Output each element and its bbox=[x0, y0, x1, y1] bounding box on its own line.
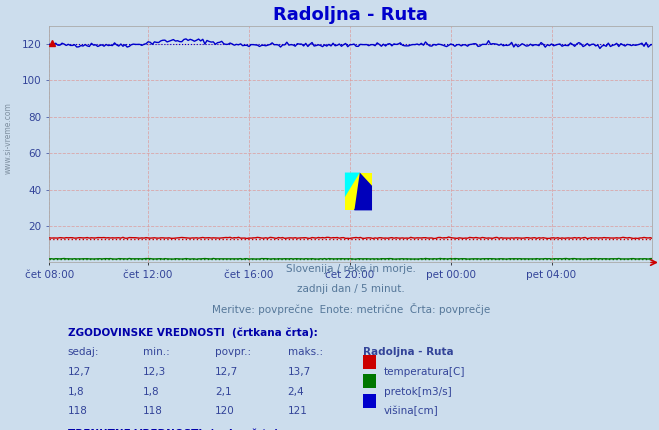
Text: www.si-vreme.com: www.si-vreme.com bbox=[3, 101, 13, 174]
Text: ZGODOVINSKE VREDNOSTI  (črtkana črta):: ZGODOVINSKE VREDNOSTI (črtkana črta): bbox=[67, 328, 317, 338]
Text: višina[cm]: višina[cm] bbox=[384, 406, 439, 417]
Bar bbox=[345, 172, 372, 210]
Text: 1,8: 1,8 bbox=[67, 387, 84, 396]
Text: 12,7: 12,7 bbox=[215, 367, 239, 377]
Polygon shape bbox=[355, 172, 372, 210]
Text: 13,7: 13,7 bbox=[287, 367, 311, 377]
Bar bbox=[363, 355, 376, 369]
Title: Radoljna - Ruta: Radoljna - Ruta bbox=[273, 6, 428, 24]
Text: zadnji dan / 5 minut.: zadnji dan / 5 minut. bbox=[297, 284, 405, 294]
Text: 12,7: 12,7 bbox=[67, 367, 91, 377]
Text: 2,4: 2,4 bbox=[287, 387, 304, 396]
Text: 120: 120 bbox=[215, 406, 235, 416]
Text: Slovenija / reke in morje.: Slovenija / reke in morje. bbox=[286, 264, 416, 274]
Polygon shape bbox=[345, 172, 360, 197]
Text: 1,8: 1,8 bbox=[143, 387, 159, 396]
Text: TRENUTNE VREDNOSTI  (polna črta):: TRENUTNE VREDNOSTI (polna črta): bbox=[67, 429, 283, 430]
Text: min.:: min.: bbox=[143, 347, 169, 357]
Text: Radoljna - Ruta: Radoljna - Ruta bbox=[363, 347, 453, 357]
Text: 118: 118 bbox=[143, 406, 163, 416]
Text: 121: 121 bbox=[287, 406, 308, 416]
Bar bbox=[363, 374, 376, 388]
Bar bbox=[363, 394, 376, 408]
Text: maks.:: maks.: bbox=[287, 347, 323, 357]
Polygon shape bbox=[355, 186, 372, 210]
Text: pretok[m3/s]: pretok[m3/s] bbox=[384, 387, 452, 396]
Text: Meritve: povprečne  Enote: metrične  Črta: povprečje: Meritve: povprečne Enote: metrične Črta:… bbox=[212, 303, 490, 315]
Text: povpr.:: povpr.: bbox=[215, 347, 251, 357]
Text: sedaj:: sedaj: bbox=[67, 347, 99, 357]
Text: 118: 118 bbox=[67, 406, 88, 416]
Text: temperatura[C]: temperatura[C] bbox=[384, 367, 465, 377]
Text: 12,3: 12,3 bbox=[143, 367, 166, 377]
Text: 2,1: 2,1 bbox=[215, 387, 232, 396]
